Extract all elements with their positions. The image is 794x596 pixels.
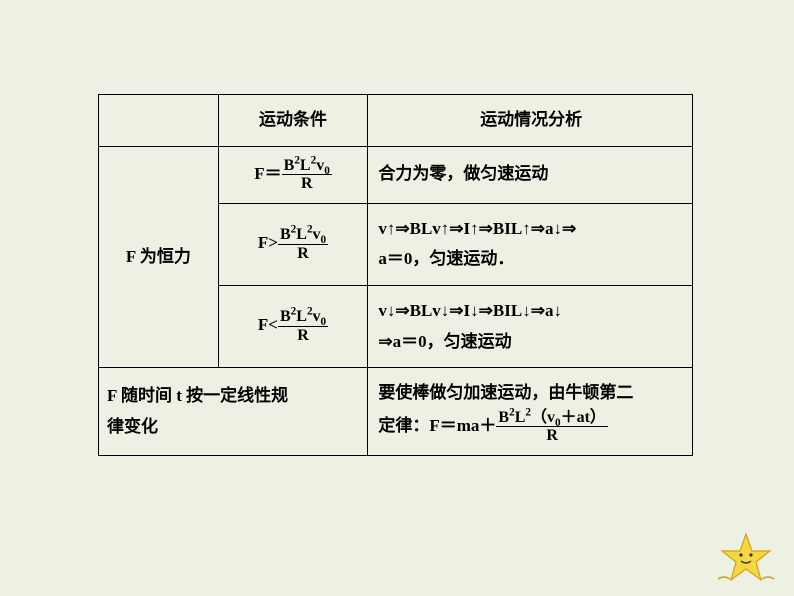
table-row: F 为恒力 F＝B2L2v0R 合力为零，做匀速运动 (99, 146, 693, 203)
analysis-lt: v↓⇒BLv↓⇒I↓⇒BIL↓⇒a↓ ⇒a＝0，匀速运动 (368, 285, 693, 367)
condition-lt: F<B2L2v0R (218, 285, 368, 367)
header-analysis: 运动情况分析 (368, 95, 693, 147)
motion-analysis-table: 运动条件 运动情况分析 F 为恒力 F＝B2L2v0R 合力为零，做匀速运动 F… (98, 94, 693, 456)
analysis-eq: 合力为零，做匀速运动 (368, 146, 693, 203)
condition-eq: F＝B2L2v0R (218, 146, 368, 203)
physics-table: 运动条件 运动情况分析 F 为恒力 F＝B2L2v0R 合力为零，做匀速运动 F… (98, 94, 693, 456)
group-constant-force: F 为恒力 (99, 146, 219, 368)
header-empty (99, 95, 219, 147)
header-condition: 运动条件 (218, 95, 368, 147)
analysis-gt: v↑⇒BLv↑⇒I↑⇒BIL↑⇒a↓⇒ a＝0，匀速运动． (368, 203, 693, 285)
fraction: B2L2v0R (278, 226, 328, 262)
linear-force-label: F 随时间 t 按一定线性规 律变化 (99, 368, 368, 456)
analysis-linear: 要使棒做匀加速运动，由牛顿第二 定律：F＝ma＋B2L2（v0＋at）R (368, 368, 693, 456)
condition-gt: F>B2L2v0R (218, 203, 368, 285)
fraction: B2L2v0R (282, 157, 332, 193)
fraction: B2L2v0R (278, 308, 328, 344)
fraction: B2L2（v0＋at）R (496, 409, 607, 445)
table-header-row: 运动条件 运动情况分析 (99, 95, 693, 147)
table-row: F 随时间 t 按一定线性规 律变化 要使棒做匀加速运动，由牛顿第二 定律：F＝… (99, 368, 693, 456)
star-icon (716, 531, 776, 586)
